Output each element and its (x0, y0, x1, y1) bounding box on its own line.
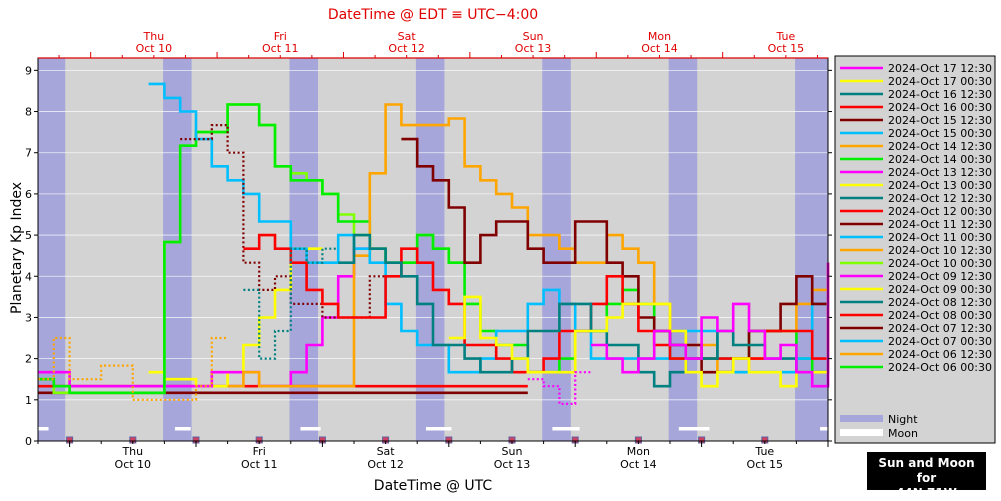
y-tick-label: 2 (25, 353, 32, 366)
y-tick-label: 8 (25, 106, 32, 119)
series-forecast-line (243, 247, 339, 360)
y-tick-label: 1 (25, 394, 32, 407)
y-tick-label: 9 (25, 64, 32, 77)
legend-entry-label: 2024-Oct 15 12:30 (888, 114, 992, 127)
legend-entry-label: 2024-Oct 12 12:30 (888, 192, 992, 205)
sun-moon-location-box: Sun and Moon for 44N 71W (867, 452, 986, 500)
legend-entry-label: 2024-Oct 16 00:30 (888, 101, 992, 114)
series-line (338, 233, 830, 388)
y-tick-label: 5 (25, 229, 32, 242)
top-tick-date-label: Oct 15 (768, 42, 805, 55)
y-tick-label: 7 (25, 147, 32, 160)
legend-swatch-extra (840, 415, 883, 422)
sun-moon-line2: 44N 71W (896, 486, 957, 500)
y-tick-label: 3 (25, 311, 32, 324)
legend-entry-label: 2024-Oct 09 00:30 (888, 283, 992, 296)
legend-entry-label: 2024-Oct 09 12:30 (888, 270, 992, 283)
top-tick-day-label: Mon (648, 30, 671, 43)
y-tick-label: 0 (25, 435, 32, 448)
legend-entry-label: 2024-Oct 12 00:30 (888, 205, 992, 218)
x-tick-date-label: Oct 12 (367, 458, 404, 471)
legend-extra-label: Night (888, 413, 918, 426)
series-line (448, 262, 830, 388)
legend-entry-label: 2024-Oct 11 12:30 (888, 218, 992, 231)
moon-bar (820, 427, 828, 431)
legend-entry-label: 2024-Oct 11 00:30 (888, 231, 992, 244)
legend-entry-label: 2024-Oct 17 00:30 (888, 75, 992, 88)
x-tick-date-label: Oct 13 (494, 458, 531, 471)
top-tick-day-label: Sun (523, 30, 544, 43)
moon-bar (678, 427, 710, 431)
x-tick-day-label: Tue (754, 445, 774, 458)
legend-entry-label: 2024-Oct 16 12:30 (888, 88, 992, 101)
top-tick-date-label: Oct 11 (262, 42, 299, 55)
night-band (668, 58, 698, 441)
x-tick-date-label: Oct 10 (115, 458, 152, 471)
moon-bar (425, 427, 452, 431)
x-tick-date-label: Oct 15 (747, 458, 784, 471)
legend-entry-label: 2024-Oct 13 12:30 (888, 166, 992, 179)
y-tick-label: 4 (25, 270, 32, 283)
night-band (38, 58, 66, 441)
legend-entry-label: 2024-Oct 10 00:30 (888, 257, 992, 270)
x-tick-day-label: Sun (502, 445, 523, 458)
series-line (401, 137, 830, 374)
x-tick-day-label: Fri (253, 445, 266, 458)
x-tick-date-label: Oct 14 (620, 458, 657, 471)
x-tick-day-label: Sat (377, 445, 396, 458)
legend-entry-label: 2024-Oct 15 00:30 (888, 127, 992, 140)
x-tick-day-label: Thu (121, 445, 143, 458)
night-band (163, 58, 192, 441)
legend-entry-label: 2024-Oct 08 12:30 (888, 296, 992, 309)
legend-swatch-extra (840, 429, 883, 436)
legend-extra-label: Moon (888, 427, 918, 440)
top-tick-date-label: Oct 10 (136, 42, 173, 55)
legend-entry-label: 2024-Oct 06 12:30 (888, 348, 992, 361)
x-tick-day-label: Mon (627, 445, 650, 458)
legend-entry-label: 2024-Oct 06 00:30 (888, 361, 992, 374)
top-tick-date-label: Oct 12 (388, 42, 425, 55)
top-tick-day-label: Tue (775, 30, 795, 43)
moon-bar (552, 427, 580, 431)
moon-bar (300, 427, 321, 431)
series-forecast-line (38, 336, 228, 401)
legend-entry-label: 2024-Oct 14 12:30 (888, 140, 992, 153)
legend-entry-label: 2024-Oct 14 00:30 (888, 153, 992, 166)
legend-entry-label: 2024-Oct 07 12:30 (888, 322, 992, 335)
legend-entry-label: 2024-Oct 17 12:30 (888, 62, 992, 75)
y-tick-label: 6 (25, 188, 32, 201)
sun-moon-line1: Sun and Moon for (878, 456, 975, 485)
x-tick-date-label: Oct 11 (241, 458, 278, 471)
top-tick-date-label: Oct 13 (515, 42, 552, 55)
legend-entry-label: 2024-Oct 07 00:30 (888, 335, 992, 348)
moon-bar (38, 427, 49, 431)
top-tick-day-label: Sat (398, 30, 417, 43)
moon-bar (174, 427, 191, 431)
top-tick-date-label: Oct 14 (641, 42, 678, 55)
legend-entry-label: 2024-Oct 08 00:30 (888, 309, 992, 322)
legend-entry-label: 2024-Oct 13 00:30 (888, 179, 992, 192)
top-tick-day-label: Thu (143, 30, 165, 43)
top-tick-day-label: Fri (274, 30, 287, 43)
y-axis-title: Planetary Kp Index (9, 182, 25, 314)
x-axis-title: DateTime @ UTC (374, 478, 493, 494)
legend-entry-label: 2024-Oct 10 12:30 (888, 244, 992, 257)
chart-title: DateTime @ EDT ≡ UTC−4:00 (328, 7, 538, 23)
